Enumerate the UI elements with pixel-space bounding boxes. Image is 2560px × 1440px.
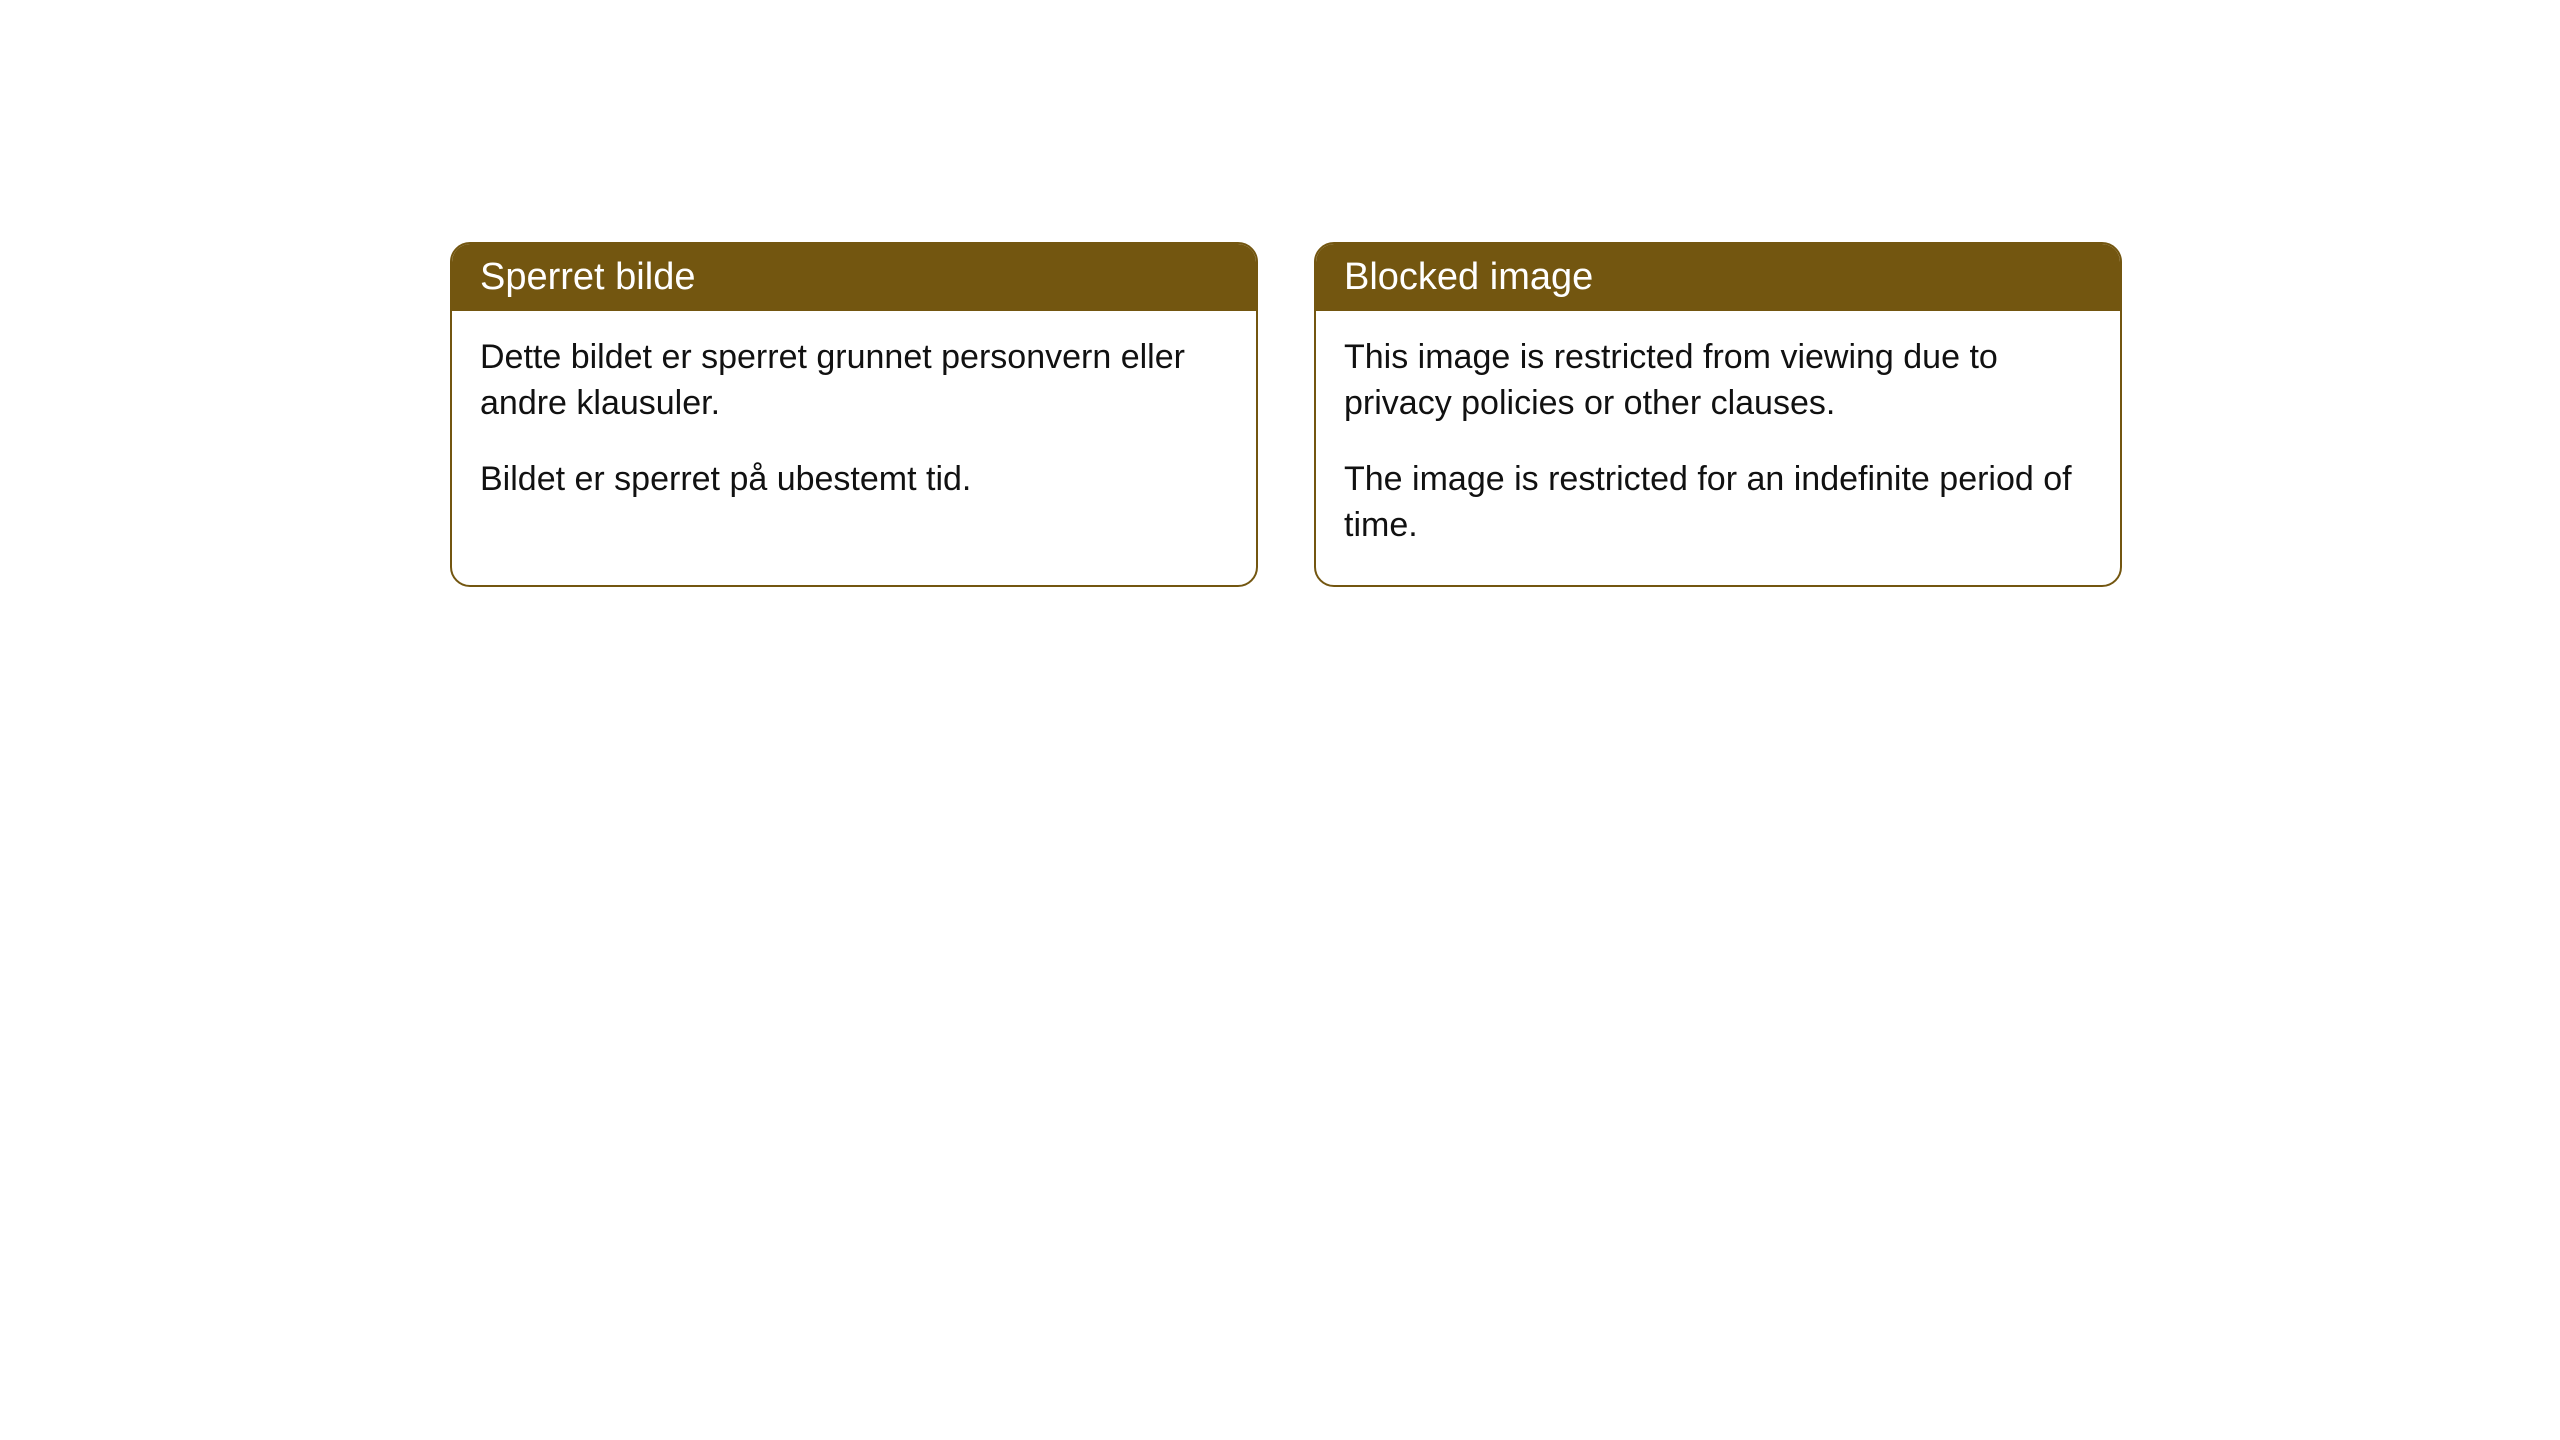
card-paragraph-1: Dette bildet er sperret grunnet personve… [480,335,1228,427]
card-body: This image is restricted from viewing du… [1316,311,2120,585]
card-paragraph-2: The image is restricted for an indefinit… [1344,457,2092,549]
card-title: Sperret bilde [480,256,695,298]
blocked-image-card-norwegian: Sperret bilde Dette bildet er sperret gr… [450,242,1258,587]
card-paragraph-1: This image is restricted from viewing du… [1344,335,2092,427]
blocked-image-card-english: Blocked image This image is restricted f… [1314,242,2122,587]
card-body: Dette bildet er sperret grunnet personve… [452,311,1256,539]
card-title: Blocked image [1344,256,1593,298]
card-header: Sperret bilde [452,244,1256,311]
card-header: Blocked image [1316,244,2120,311]
cards-container: Sperret bilde Dette bildet er sperret gr… [450,242,2122,587]
card-paragraph-2: Bildet er sperret på ubestemt tid. [480,457,1228,503]
